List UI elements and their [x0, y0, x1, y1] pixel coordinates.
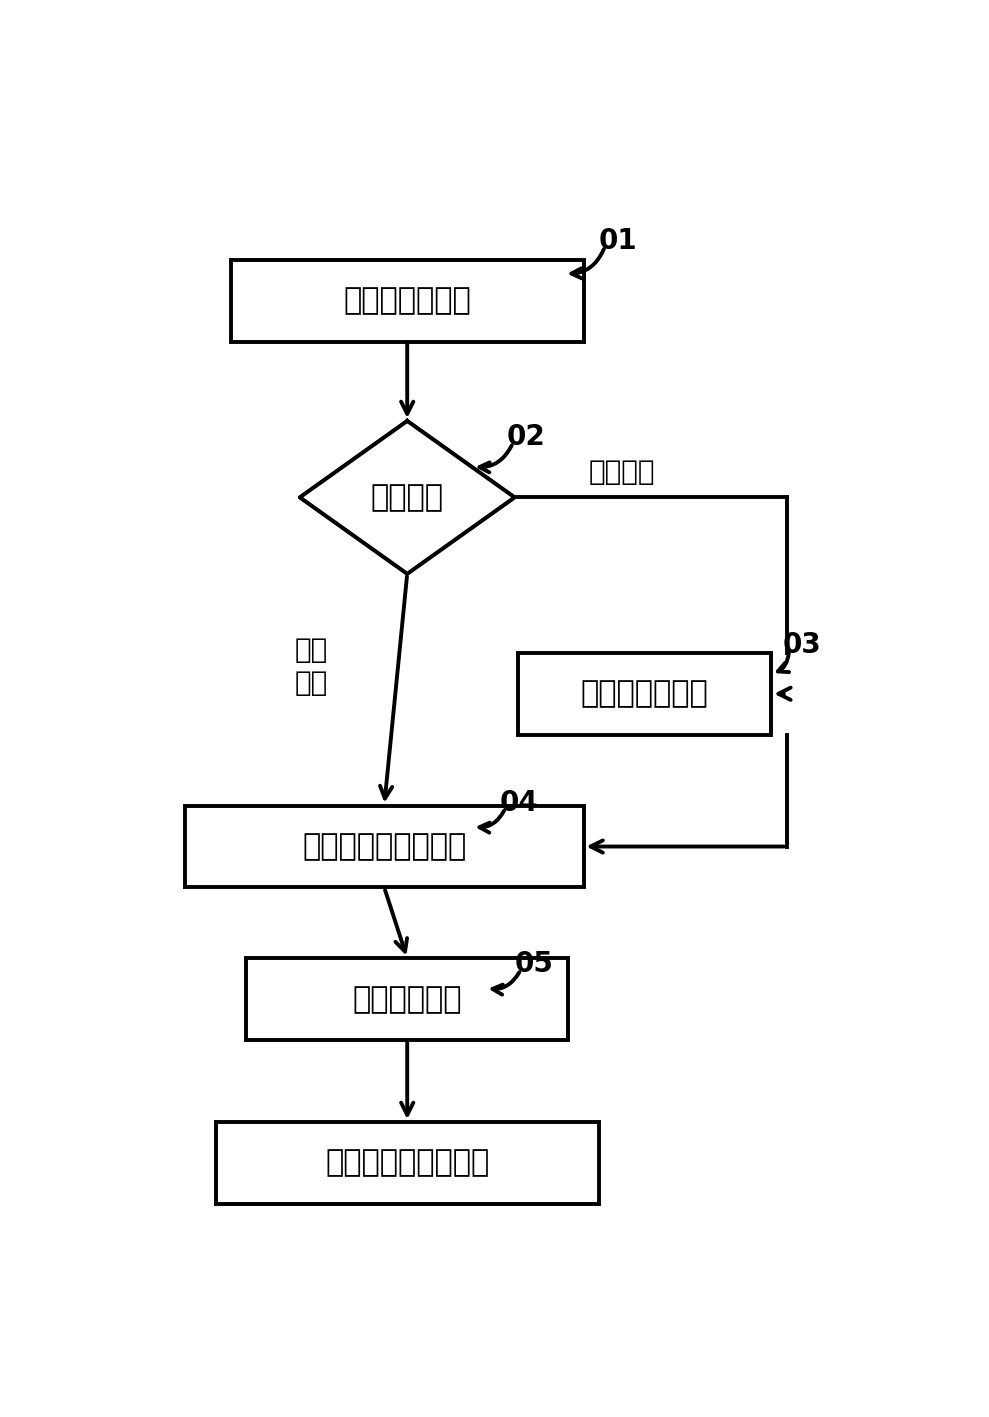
Text: 图像采集单元: 图像采集单元	[352, 985, 462, 1013]
Bar	[185, 806, 584, 887]
Bar	[518, 653, 771, 734]
Polygon shape	[300, 421, 514, 574]
Text: 复位透射: 复位透射	[588, 459, 656, 486]
Bar	[216, 1122, 599, 1204]
Text: 置位
反射: 置位 反射	[295, 636, 328, 697]
Text: 输出拓扑荷的测量值: 输出拓扑荷的测量值	[325, 1148, 490, 1178]
Text: 共轭涡旋光干涉单元: 共轭涡旋光干涉单元	[302, 832, 467, 862]
Text: 02: 02	[507, 424, 546, 452]
Text: 04: 04	[499, 789, 538, 816]
Bar	[246, 958, 568, 1040]
Text: 涡旋光产生单元: 涡旋光产生单元	[343, 286, 471, 316]
Text: 涡旋光调制单元: 涡旋光调制单元	[581, 679, 709, 708]
Text: 03: 03	[783, 631, 822, 659]
Text: 01: 01	[599, 227, 638, 255]
Text: 控制单元: 控制单元	[371, 483, 444, 512]
Text: 05: 05	[514, 951, 554, 978]
Bar	[230, 261, 584, 341]
